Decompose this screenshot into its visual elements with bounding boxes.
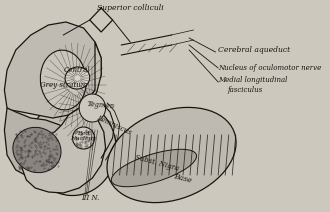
- Text: Lemniscus: Lemniscus: [96, 113, 133, 137]
- Ellipse shape: [73, 127, 95, 149]
- Text: Base: Base: [173, 172, 193, 184]
- Polygon shape: [4, 22, 101, 118]
- Text: Superior colliculi: Superior colliculi: [97, 4, 164, 12]
- Ellipse shape: [79, 94, 106, 122]
- Polygon shape: [22, 42, 106, 193]
- Polygon shape: [4, 108, 75, 180]
- Ellipse shape: [28, 100, 116, 195]
- Ellipse shape: [111, 149, 197, 187]
- Ellipse shape: [107, 107, 236, 203]
- Text: Tegmen: Tegmen: [87, 100, 116, 110]
- Text: Medial longitudinal: Medial longitudinal: [218, 76, 287, 84]
- Ellipse shape: [40, 50, 86, 110]
- Text: Red
Nucleus: Red Nucleus: [71, 131, 97, 141]
- Ellipse shape: [13, 127, 61, 173]
- Ellipse shape: [65, 67, 90, 89]
- Text: Cerebral aqueduct: Cerebral aqueduct: [218, 46, 290, 54]
- Text: Central: Central: [64, 66, 91, 74]
- Text: III N.: III N.: [82, 194, 100, 202]
- Text: fasciculus: fasciculus: [227, 86, 262, 94]
- Text: Nucleus of oculomotor nerve: Nucleus of oculomotor nerve: [218, 64, 321, 72]
- Text: Grey stratum: Grey stratum: [40, 81, 87, 89]
- Text: Subst. Nigra: Subst. Nigra: [134, 153, 180, 173]
